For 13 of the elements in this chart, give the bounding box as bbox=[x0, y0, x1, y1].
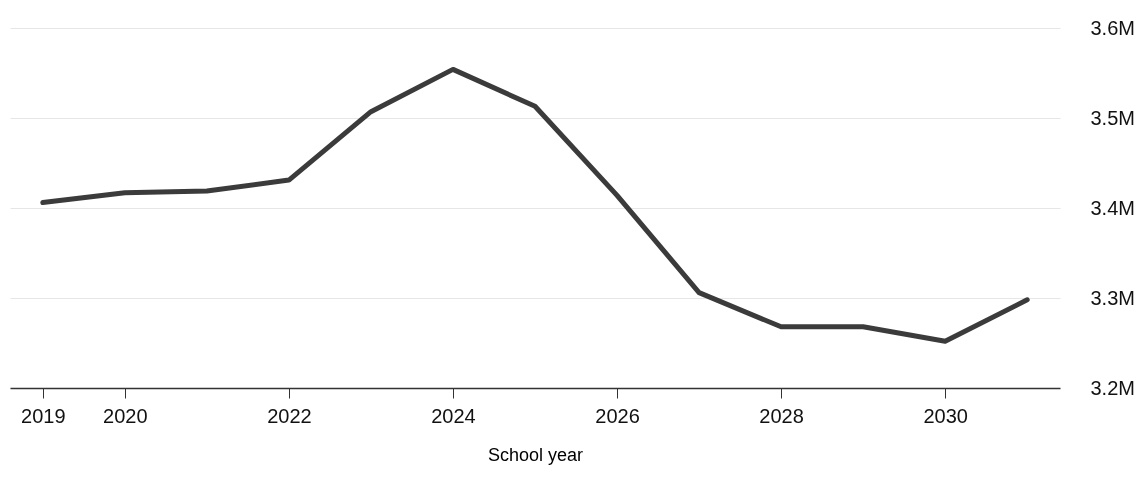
x-tick-label: 2022 bbox=[267, 404, 312, 427]
y-tick-label: 3.5M bbox=[1090, 106, 1135, 129]
x-axis-title: School year bbox=[487, 444, 584, 465]
x-tick-label: 2020 bbox=[103, 404, 148, 427]
y-tick-label: 3.4M bbox=[1090, 196, 1135, 219]
x-tick-label: 2024 bbox=[431, 404, 476, 427]
x-tick-label: 2030 bbox=[923, 404, 968, 427]
y-tick-label: 3.6M bbox=[1090, 16, 1135, 39]
x-tick-label: 2026 bbox=[595, 404, 640, 427]
y-tick-label: 3.3M bbox=[1090, 286, 1135, 309]
x-tick-label: 2028 bbox=[759, 404, 804, 427]
y-tick-label: 3.2M bbox=[1090, 376, 1135, 399]
x-tick-label: 2019 bbox=[21, 404, 66, 427]
